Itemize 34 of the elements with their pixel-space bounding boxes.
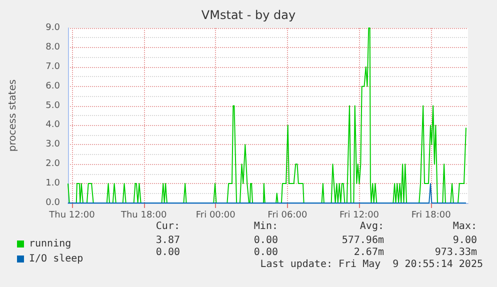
y-tick-label: 7.0 bbox=[46, 62, 60, 72]
legend-label: running bbox=[29, 238, 72, 250]
text: 973.33m bbox=[434, 247, 477, 259]
text: 0.00 bbox=[156, 247, 180, 259]
chart-title: VMstat - by day bbox=[201, 8, 296, 22]
text: 2.67m bbox=[354, 247, 384, 259]
text: 3.87 bbox=[156, 235, 180, 247]
x-tick-label: Thu 12:00 bbox=[48, 210, 96, 220]
y-tick-label: 2.0 bbox=[46, 159, 60, 170]
x-tick-label: Thu 18:00 bbox=[120, 210, 167, 220]
y-tick-label: 0.0 bbox=[46, 198, 60, 208]
y-tick-label: 1.0 bbox=[46, 178, 60, 189]
y-tick-label: 4.0 bbox=[46, 120, 60, 130]
y-tick-label: 8.0 bbox=[46, 42, 60, 52]
y-tick-label: 3.0 bbox=[46, 140, 60, 150]
legend-label: I/O sleep bbox=[29, 254, 84, 264]
text: 577.96m bbox=[342, 235, 384, 247]
y-tick-label: 6.0 bbox=[46, 81, 60, 92]
y-tick-label: 9.0 bbox=[46, 23, 60, 33]
text: 0.00 bbox=[254, 235, 278, 247]
text: 0.00 bbox=[254, 247, 278, 259]
text: Min: bbox=[254, 221, 278, 233]
x-tick-label: Fri 06:00 bbox=[268, 210, 308, 220]
text: Cur: bbox=[156, 221, 180, 233]
line-series bbox=[68, 28, 467, 204]
x-tick-label: Fri 12:00 bbox=[340, 210, 380, 220]
x-tick-label: Fri 00:00 bbox=[196, 210, 236, 220]
text: Avg: bbox=[360, 221, 384, 233]
y-tick-label: 5.0 bbox=[46, 100, 60, 111]
text: 9.00 bbox=[452, 235, 477, 247]
y-axis-title: process states bbox=[8, 79, 18, 152]
text: Max: bbox=[452, 221, 477, 233]
x-tick-label: Fri 18:00 bbox=[411, 210, 452, 220]
text: Last update: Fri May 9 20:55:14 2025 bbox=[260, 259, 483, 271]
